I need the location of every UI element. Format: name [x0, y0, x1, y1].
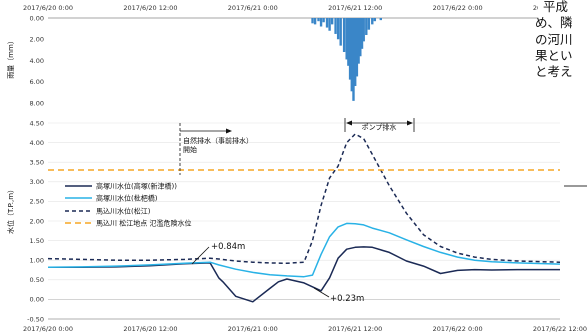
pump-arrowhead-right — [407, 120, 413, 126]
series-magome-matsue — [47, 133, 561, 265]
water-level-y-tick-label: 1.50 — [30, 237, 44, 245]
rainfall-bar — [359, 18, 362, 57]
water-level-y-tick-label: 4.00 — [30, 139, 44, 147]
rainfall-y-tick-label: 4.00 — [30, 57, 44, 65]
plus-023-label: +0.23m — [330, 294, 364, 304]
natural-drainage-label-start: 開始 — [183, 145, 197, 154]
plus-084-leader — [191, 246, 210, 265]
rainfall-bar — [345, 18, 348, 60]
rainfall-bar — [330, 18, 334, 25]
rainfall-bar — [347, 18, 350, 66]
rainfall-x-tick-labels: 2017/6/20 0:00 2017/6/20 12:00 2017/6/21 0… — [23, 4, 587, 12]
rainfall-bar — [319, 18, 323, 27]
rainfall-bar — [365, 18, 368, 35]
legend-label-takatsuka-shinzu: 高塚川水位(高塚(新津橋)) — [96, 182, 177, 191]
legend-label-magome-matsue: 馬込川水位(松江) — [96, 207, 151, 216]
rainfall-x-tick-label: 2017/6/20 0:00 — [23, 4, 73, 12]
rainfall-x-tick-label: 2017/6/21 12:00 — [328, 4, 382, 12]
rainfall-y-tick-label: 2.00 — [30, 36, 44, 44]
water-level-series — [47, 133, 561, 303]
water-level-y-tick-label: 4.50 — [30, 119, 44, 127]
side-text-line-1: 平成 — [543, 0, 568, 14]
rainfall-bar — [325, 18, 329, 28]
side-text-line-3: の河川 — [535, 32, 573, 47]
water-level-y-tick-label: 1.00 — [30, 257, 44, 265]
pump-drainage-label: ポンプ排水 — [362, 123, 397, 132]
water-level-gridlines — [48, 122, 560, 320]
rainfall-bar — [360, 18, 364, 49]
side-text-line-5: と考え — [535, 64, 573, 79]
water-level-x-tick-label: 2017/6/22 0:00 — [433, 325, 483, 333]
side-page-text: 平成 め、隣 の河川 果とい と考え — [535, 0, 587, 187]
natural-drainage-arrowhead — [226, 128, 232, 134]
water-level-x-tick-label: 2017/6/20 12:00 — [123, 325, 177, 333]
rainfall-bar — [354, 18, 357, 86]
rainfall-bar — [339, 18, 342, 46]
water-level-x-tick-label: 2017/6/21 0:00 — [228, 325, 278, 333]
water-level-y-tick-label: 3.00 — [30, 178, 44, 186]
legend-label-danger-level: 馬込川 松江地点 氾濫危険水位 — [96, 219, 191, 228]
rainfall-bar — [336, 18, 340, 40]
rainfall-bar — [355, 18, 359, 77]
water-level-y-tick-label: 2.00 — [30, 217, 44, 225]
rainfall-x-tick-label: 2017/6/20 12:00 — [123, 4, 177, 12]
rainfall-bar — [317, 18, 320, 22]
plus-084-label: +0.84m — [211, 242, 245, 252]
rainfall-bar — [334, 18, 337, 34]
rainfall-bar — [379, 18, 382, 21]
water-level-y-tick-labels: -0.50 0.00 0.50 1.00 1.50 2.00 2.50 3.00 3.50 4.0… — [27, 119, 44, 323]
rainfall-bar — [311, 18, 314, 24]
water-level-y-tick-label: -0.50 — [27, 315, 44, 323]
annotation-plus-023: +0.23m — [313, 287, 364, 304]
rainfall-bar — [352, 18, 355, 101]
annotation-natural-drainage: 自然排水（事前排水） 開始 — [179, 123, 253, 175]
rainfall-bar — [362, 18, 365, 42]
rainfall-y-tick-label: 8.00 — [30, 99, 44, 107]
plus-023-leader — [313, 287, 330, 298]
rainfall-bar — [350, 18, 353, 92]
rainfall-y-tick-label: 6.00 — [30, 78, 44, 86]
rainfall-x-tick-label: 2017/6/22 0:00 — [433, 4, 483, 12]
series-takatsuka-biwa — [47, 222, 561, 278]
rainfall-y-axis-label: 雨量（mm） — [7, 37, 15, 79]
rainfall-bar — [371, 18, 374, 25]
pump-arrowhead-left — [346, 120, 352, 126]
rainfall-y-tick-labels: 0.00 2.00 4.00 6.00 8.00 — [30, 14, 44, 107]
rainfall-bar — [348, 18, 352, 80]
water-level-x-tick-label: 2017/6/22 12:00 — [533, 325, 587, 333]
rainfall-bar — [367, 18, 371, 30]
natural-drainage-label: 自然排水（事前排水） — [183, 136, 253, 145]
rainfall-bar — [342, 18, 346, 52]
rainfall-bar — [357, 18, 360, 64]
water-level-chart: -0.50 0.00 0.50 1.00 1.50 2.00 2.50 3.00 3.50 4.0… — [6, 118, 587, 333]
annotation-pump-drainage: ポンプ排水 — [344, 118, 415, 132]
rainfall-y-tick-label: 0.00 — [30, 14, 44, 22]
rainfall-bar — [313, 18, 317, 25]
rainfall-bar — [373, 18, 377, 22]
water-level-y-axis-label: 水位（T.P.,m） — [6, 186, 15, 234]
legend: 高塚川水位(高塚(新津橋)) 高塚川水位(枇杷橋) 馬込川水位(松江) 馬込川 … — [65, 182, 191, 228]
legend-label-takatsuka-biwa: 高塚川水位(枇杷橋) — [96, 194, 158, 203]
water-level-y-tick-label: 3.50 — [30, 159, 44, 167]
annotation-plus-084: +0.84m — [191, 242, 245, 265]
rainfall-bar — [322, 18, 325, 23]
rainfall-bar — [328, 18, 331, 31]
side-text-backdrop — [538, 0, 587, 62]
water-level-y-tick-label: 2.50 — [30, 198, 44, 206]
water-level-y-tick-label: 0.50 — [30, 276, 44, 284]
water-level-x-tick-labels: 2017/6/20 0:00 2017/6/20 12:00 2017/6/21 0… — [23, 325, 587, 333]
series-takatsuka-shinzu — [48, 246, 560, 303]
water-level-x-tick-label: 2017/6/20 0:00 — [23, 325, 73, 333]
water-level-x-tick-label: 2017/6/21 12:00 — [328, 325, 382, 333]
side-text-line-4: 果とい — [535, 48, 573, 63]
rainfall-x-tick-label: 2017/6/21 0:00 — [228, 4, 278, 12]
rainfall-chart: 2017/6/20 0:00 2017/6/20 12:00 2017/6/21 0… — [7, 4, 587, 107]
side-text-line-2: め、隣 — [535, 15, 573, 30]
rainfall-bars — [311, 18, 382, 101]
water-level-y-tick-label: 0.00 — [30, 296, 44, 304]
